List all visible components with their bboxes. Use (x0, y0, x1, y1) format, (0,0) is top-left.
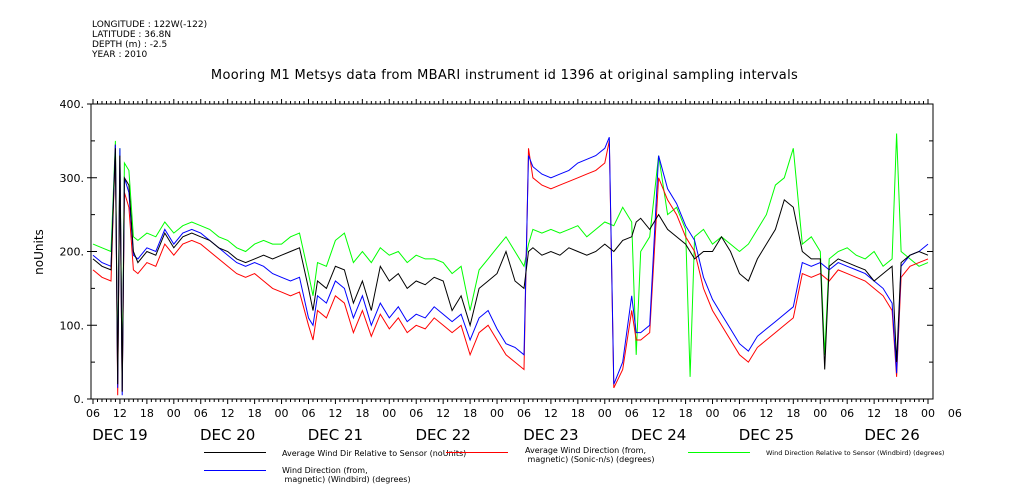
x-hour-label: 00 (167, 407, 181, 420)
legend-label-windbird-magnetic: Wind Direction (from, magnetic) (Windbir… (282, 466, 411, 484)
x-day-label: DEC 23 (523, 426, 578, 444)
x-hour-label: 00 (382, 407, 396, 420)
depth-label: DEPTH (m) : -2.5 (92, 40, 168, 50)
series-line-0 (92, 148, 929, 392)
x-hour-label: 06 (625, 407, 639, 420)
x-day-label: DEC 26 (864, 426, 919, 444)
x-hour-label: 18 (571, 407, 585, 420)
x-day-label: DEC 24 (631, 426, 686, 444)
legend-label-sonic: Average Wind Direction (from, magnetic) … (525, 446, 655, 464)
x-hour-label: 06 (732, 407, 746, 420)
x-hour-label: 12 (436, 407, 450, 420)
x-hour-label: 06 (948, 407, 962, 420)
x-hour-label: 00 (275, 407, 289, 420)
legend-label-windbird-relative: Wind Direction Relative to Sensor (Windb… (766, 449, 945, 457)
x-axis: 06 12 18 00 06 12 18 00 06 12 18 00 06 12 18 00 06 12 18 00… (86, 99, 962, 444)
legend-swatch-black (204, 452, 266, 453)
y-axis-label: noUnits (32, 229, 46, 275)
x-hour-label: 12 (328, 407, 342, 420)
x-hour-label: 00 (490, 407, 504, 420)
plot-frame (90, 103, 934, 400)
x-hour-label: 18 (894, 407, 908, 420)
y-tick-label: 0. (74, 393, 85, 406)
series-group (92, 133, 929, 396)
x-hour-label: 12 (867, 407, 881, 420)
x-hour-label: 06 (517, 407, 531, 420)
x-hour-label: 06 (194, 407, 208, 420)
x-hour-label: 18 (140, 407, 154, 420)
x-hour-label: 18 (463, 407, 477, 420)
x-hour-label: 18 (786, 407, 800, 420)
y-tick-label: 300. (60, 172, 85, 185)
x-hour-label: 12 (544, 407, 558, 420)
x-hour-label: 00 (706, 407, 720, 420)
series-line-3 (92, 137, 929, 396)
x-hour-label: 06 (86, 407, 100, 420)
y-tick-label: 400. (60, 98, 85, 111)
legend-swatch-green (688, 452, 750, 453)
legend-swatch-blue (204, 470, 266, 471)
series-line-1 (92, 140, 929, 396)
x-hour-label: 18 (679, 407, 693, 420)
x-hour-label: 18 (355, 407, 369, 420)
chart-title: Mooring M1 Metsys data from MBARI instru… (210, 68, 799, 83)
legend-swatch-red (446, 452, 508, 453)
x-hour-label: 12 (113, 407, 127, 420)
legend-label-relative-sensor: Average Wind Dir Relative to Sensor (noU… (282, 449, 467, 458)
x-hour-label: 12 (221, 407, 235, 420)
x-hour-label: 12 (652, 407, 666, 420)
x-hour-label: 06 (409, 407, 423, 420)
x-day-label: DEC 22 (415, 426, 470, 444)
year-label: YEAR : 2010 (92, 50, 148, 60)
longitude-label: LONGITUDE : 122W(-122) (92, 20, 208, 30)
x-day-label: DEC 21 (308, 426, 363, 444)
x-hour-label: 06 (301, 407, 315, 420)
y-axis: 0. 100. 200. 300. 400. (60, 98, 933, 406)
series-line-2 (92, 133, 929, 377)
x-hour-label: 06 (840, 407, 854, 420)
x-hour-label: 12 (759, 407, 773, 420)
latitude-label: LATITUDE : 36.8N (92, 30, 172, 40)
x-hour-label: 00 (598, 407, 612, 420)
x-day-label: DEC 20 (200, 426, 255, 444)
metadata-block: LONGITUDE : 122W(-122) LATITUDE : 36.8N … (92, 20, 207, 60)
x-hour-label: 00 (921, 407, 935, 420)
x-hour-label: 18 (248, 407, 262, 420)
y-tick-label: 200. (60, 246, 85, 259)
x-day-label: DEC 19 (92, 426, 147, 444)
y-tick-label: 100. (60, 319, 85, 332)
x-day-label: DEC 25 (739, 426, 794, 444)
x-hour-label: 00 (813, 407, 827, 420)
